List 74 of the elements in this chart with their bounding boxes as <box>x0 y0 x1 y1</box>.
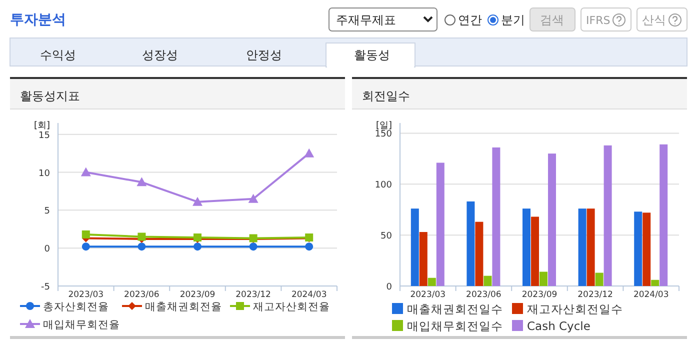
point <box>249 242 258 251</box>
text: 산식 <box>642 13 666 27</box>
text: 활동성 <box>354 48 390 62</box>
bar <box>475 222 484 286</box>
text: 연간 <box>458 13 482 27</box>
bar <box>410 208 419 286</box>
point <box>138 232 146 241</box>
y-tick-label: 50 <box>380 232 392 242</box>
bar <box>642 212 651 286</box>
x-tick-label: 2023/09 <box>180 290 216 300</box>
y-tick-label: 15 <box>38 130 50 141</box>
bar <box>484 276 492 286</box>
bar <box>531 216 539 286</box>
legend-label: 매입채무회전율 <box>43 319 120 331</box>
legend-label: 재고자산회전일수 <box>527 302 623 316</box>
y-tick-label: 5 <box>44 206 50 217</box>
chart-title: 회전일수 <box>362 89 410 103</box>
x-tick-label: 2023/06 <box>466 290 502 300</box>
x-tick-label: 2023/06 <box>124 290 160 300</box>
y-axis-title: [일] <box>376 121 392 131</box>
text: 성장성 <box>142 48 178 62</box>
x-tick-label: 2024/03 <box>633 290 669 300</box>
bar <box>428 278 436 286</box>
point <box>136 177 147 186</box>
legend-label: 매출채권회전율 <box>145 301 222 313</box>
text: 검색 <box>540 13 564 27</box>
y-tick-label: 0 <box>44 244 50 255</box>
x-tick-label: 2023/03 <box>410 290 446 300</box>
bar <box>578 208 586 286</box>
y-tick-label: 10 <box>38 168 50 179</box>
x-tick-label: 2023/03 <box>68 290 104 300</box>
point <box>138 242 146 251</box>
y-tick-label: 0 <box>386 282 392 292</box>
bar <box>548 154 556 286</box>
x-tick-label: 2023/12 <box>578 290 613 300</box>
x-tick-label: 2023/12 <box>236 290 271 300</box>
bar <box>466 201 475 286</box>
bar <box>651 280 660 286</box>
y-tick-label: 100 <box>374 180 392 191</box>
point <box>194 242 202 251</box>
text: 분기 <box>501 13 525 27</box>
point <box>82 230 90 238</box>
point <box>304 148 314 158</box>
y-tick-label: -5 <box>41 282 50 292</box>
text: IFRS <box>586 14 610 27</box>
y-tick-label: 150 <box>374 130 392 140</box>
bar <box>540 272 548 286</box>
y-axis-title: [회] <box>34 121 50 131</box>
x-tick-label: 2024/03 <box>291 290 327 300</box>
bar <box>604 145 612 286</box>
legend-label: 매입채무회전일수 <box>407 319 503 333</box>
bar <box>436 162 444 286</box>
chart-title: 활동성지표 <box>20 89 80 103</box>
point <box>192 196 202 206</box>
text: 안정성 <box>246 48 282 62</box>
point <box>305 242 314 251</box>
bar <box>419 232 428 286</box>
bar <box>586 208 595 286</box>
bar <box>634 212 642 286</box>
bar <box>522 208 530 286</box>
legend-label: Cash Cycle <box>527 319 590 333</box>
legend-label: 매출채권회전일수 <box>407 302 503 316</box>
legend-label: 재고자산회전율 <box>253 301 330 313</box>
point <box>82 242 90 251</box>
text: 투자분석 <box>10 12 66 28</box>
bar <box>595 272 604 286</box>
bar <box>492 147 500 286</box>
legend-label: 총자산회전율 <box>43 301 109 313</box>
x-tick-label: 2023/09 <box>522 290 558 300</box>
text: 주재무제표 <box>336 13 396 27</box>
bar <box>660 144 668 286</box>
text: 수익성 <box>40 48 76 62</box>
point <box>80 167 91 176</box>
point <box>248 194 258 203</box>
